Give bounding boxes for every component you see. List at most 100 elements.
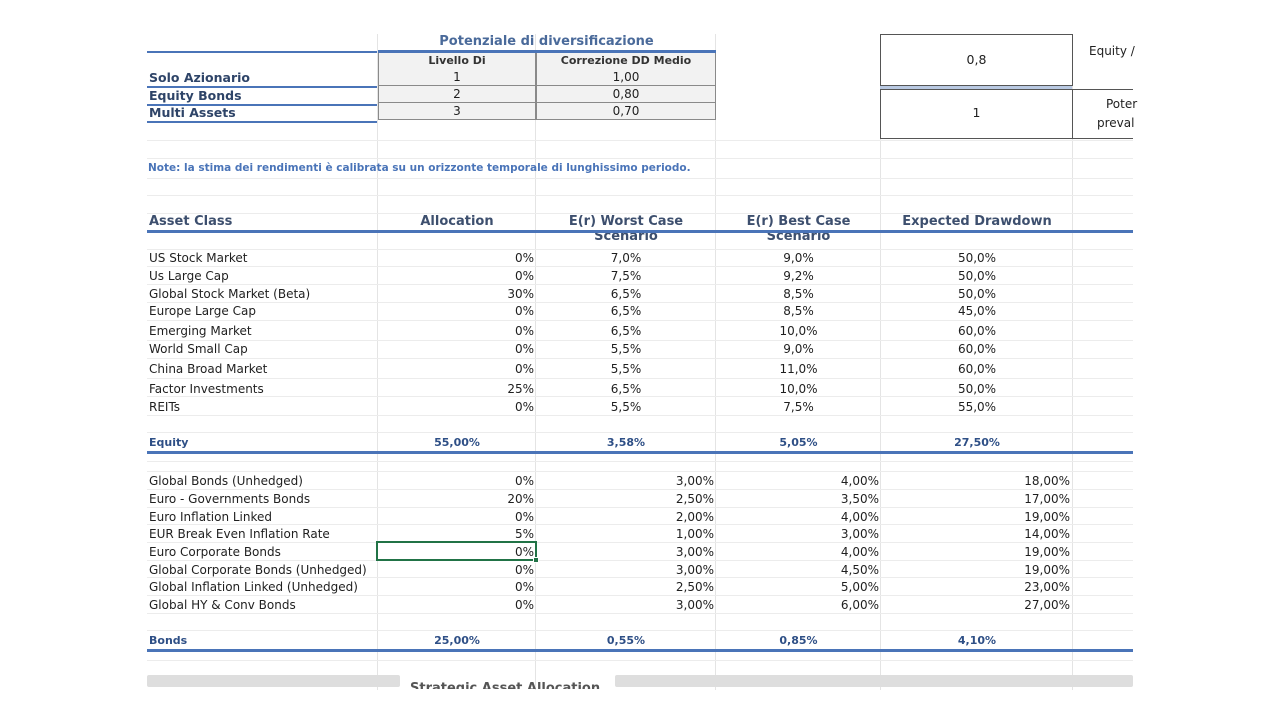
allocation-cell[interactable]: 0% [514, 580, 534, 594]
bonds-total-drawdown[interactable]: 4,10% [957, 634, 997, 647]
asset-name-cell[interactable]: US Stock Market [149, 251, 248, 265]
asset-name-cell[interactable]: Factor Investments [149, 382, 264, 396]
asset-name-cell[interactable]: Euro - Governments Bonds [149, 492, 311, 506]
drawdown-cell[interactable]: 18,00% [1024, 474, 1070, 488]
best-case-cell[interactable]: 5,00% [840, 580, 879, 594]
best-case-cell[interactable]: 8,5% [783, 304, 814, 318]
best-case-cell[interactable]: 9,0% [783, 251, 814, 265]
asset-name-cell[interactable]: Europe Large Cap [149, 304, 256, 318]
drawdown-cell[interactable]: 14,00% [1024, 527, 1070, 541]
allocation-cell[interactable]: 0% [514, 510, 534, 524]
diversification-row-label[interactable]: Equity Bonds [149, 88, 242, 103]
worst-case-cell[interactable]: 3,00% [675, 474, 714, 488]
allocation-cell[interactable]: 0% [514, 474, 534, 488]
drawdown-cell[interactable]: 60,0% [957, 324, 997, 338]
allocation-cell[interactable]: 0% [514, 545, 534, 559]
allocation-cell[interactable]: 0% [514, 324, 534, 338]
asset-name-cell[interactable]: EUR Break Even Inflation Rate [149, 527, 330, 541]
diversification-correction-cell[interactable]: 0,80 [536, 86, 716, 103]
drawdown-cell[interactable]: 50,0% [957, 269, 997, 283]
horizontal-scrollbar-left[interactable] [147, 675, 400, 687]
diversification-correction-cell[interactable]: 1,00 [536, 69, 716, 86]
worst-case-cell[interactable]: 3,00% [675, 598, 714, 612]
worst-case-cell[interactable]: 7,5% [610, 269, 642, 283]
drawdown-cell[interactable]: 19,00% [1024, 563, 1070, 577]
asset-name-cell[interactable]: Global Inflation Linked (Unhedged) [149, 580, 358, 594]
asset-name-cell[interactable]: Euro Inflation Linked [149, 510, 273, 524]
worst-case-cell[interactable]: 5,5% [610, 342, 642, 356]
best-case-cell[interactable]: 3,00% [840, 527, 879, 541]
allocation-cell[interactable]: 5% [514, 527, 534, 541]
drawdown-cell[interactable]: 50,0% [957, 251, 997, 265]
bonds-total-allocation[interactable]: 25,00% [434, 634, 480, 647]
worst-case-cell[interactable]: 3,00% [675, 563, 714, 577]
best-case-cell[interactable]: 9,0% [783, 342, 814, 356]
allocation-cell[interactable]: 0% [514, 400, 534, 414]
worst-case-cell[interactable]: 5,5% [610, 362, 642, 376]
equity-total-worst[interactable]: 3,58% [606, 436, 646, 449]
allocation-cell[interactable]: 0% [514, 362, 534, 376]
drawdown-cell[interactable]: 27,00% [1024, 598, 1070, 612]
equity-ratio-box[interactable]: 0,8 [880, 34, 1073, 86]
diversification-row-label[interactable]: Solo Azionario [149, 70, 251, 85]
horizontal-scrollbar-right[interactable] [615, 675, 1133, 687]
diversification-level-cell[interactable]: 3 [378, 103, 536, 120]
best-case-cell[interactable]: 9,2% [783, 269, 814, 283]
asset-name-cell[interactable]: Global Bonds (Unhedged) [149, 474, 303, 488]
asset-name-cell[interactable]: REITs [149, 400, 181, 414]
bonds-total-worst[interactable]: 0,55% [606, 634, 646, 647]
best-case-cell[interactable]: 8,5% [783, 287, 814, 301]
best-case-cell[interactable]: 4,00% [840, 510, 879, 524]
best-case-cell[interactable]: 4,50% [840, 563, 879, 577]
asset-name-cell[interactable]: World Small Cap [149, 342, 248, 356]
worst-case-cell[interactable]: 3,00% [675, 545, 714, 559]
worst-case-cell[interactable]: 6,5% [610, 304, 642, 318]
best-case-cell[interactable]: 11,0% [779, 362, 818, 376]
bonds-total-best[interactable]: 0,85% [779, 634, 818, 647]
allocation-cell[interactable]: 0% [514, 269, 534, 283]
asset-name-cell[interactable]: Global Corporate Bonds (Unhedged) [149, 563, 367, 577]
drawdown-cell[interactable]: 45,0% [957, 304, 997, 318]
drawdown-cell[interactable]: 50,0% [957, 287, 997, 301]
worst-case-cell[interactable]: 6,5% [610, 382, 642, 396]
worst-case-cell[interactable]: 6,5% [610, 287, 642, 301]
drawdown-cell[interactable]: 60,0% [957, 342, 997, 356]
best-case-cell[interactable]: 7,5% [783, 400, 814, 414]
diversification-row-label[interactable]: Multi Assets [149, 105, 236, 120]
drawdown-cell[interactable]: 60,0% [957, 362, 997, 376]
allocation-cell[interactable]: 0% [514, 304, 534, 318]
allocation-cell[interactable]: 30% [507, 287, 534, 301]
asset-name-cell[interactable]: Global HY & Conv Bonds [149, 598, 296, 612]
worst-case-cell[interactable]: 2,00% [675, 510, 714, 524]
asset-name-cell[interactable]: China Broad Market [149, 362, 268, 376]
asset-name-cell[interactable]: Global Stock Market (Beta) [149, 287, 311, 301]
diversification-level-cell[interactable]: 2 [378, 86, 536, 103]
allocation-cell[interactable]: 0% [514, 563, 534, 577]
best-case-cell[interactable]: 6,00% [840, 598, 879, 612]
asset-name-cell[interactable]: Emerging Market [149, 324, 252, 338]
asset-name-cell[interactable]: Us Large Cap [149, 269, 229, 283]
drawdown-cell[interactable]: 55,0% [957, 400, 997, 414]
best-case-cell[interactable]: 10,0% [779, 382, 818, 396]
best-case-cell[interactable]: 4,00% [840, 545, 879, 559]
drawdown-cell[interactable]: 17,00% [1024, 492, 1070, 506]
drawdown-cell[interactable]: 19,00% [1024, 510, 1070, 524]
allocation-cell[interactable]: 0% [514, 251, 534, 265]
allocation-cell[interactable]: 25% [507, 382, 534, 396]
worst-case-cell[interactable]: 7,0% [610, 251, 642, 265]
allocation-cell[interactable]: 20% [507, 492, 534, 506]
worst-case-cell[interactable]: 2,50% [675, 492, 714, 506]
allocation-cell[interactable]: 0% [514, 342, 534, 356]
equity-total-best[interactable]: 5,05% [779, 436, 818, 449]
best-case-cell[interactable]: 3,50% [840, 492, 879, 506]
drawdown-cell[interactable]: 19,00% [1024, 545, 1070, 559]
worst-case-cell[interactable]: 5,5% [610, 400, 642, 414]
diversification-level-cell[interactable]: 1 [378, 69, 536, 86]
fill-handle[interactable] [533, 557, 539, 563]
allocation-cell[interactable]: 0% [514, 598, 534, 612]
drawdown-cell[interactable]: 50,0% [957, 382, 997, 396]
asset-name-cell[interactable]: Euro Corporate Bonds [149, 545, 281, 559]
selected-cell-border[interactable] [376, 541, 537, 561]
worst-case-cell[interactable]: 2,50% [675, 580, 714, 594]
worst-case-cell[interactable]: 6,5% [610, 324, 642, 338]
